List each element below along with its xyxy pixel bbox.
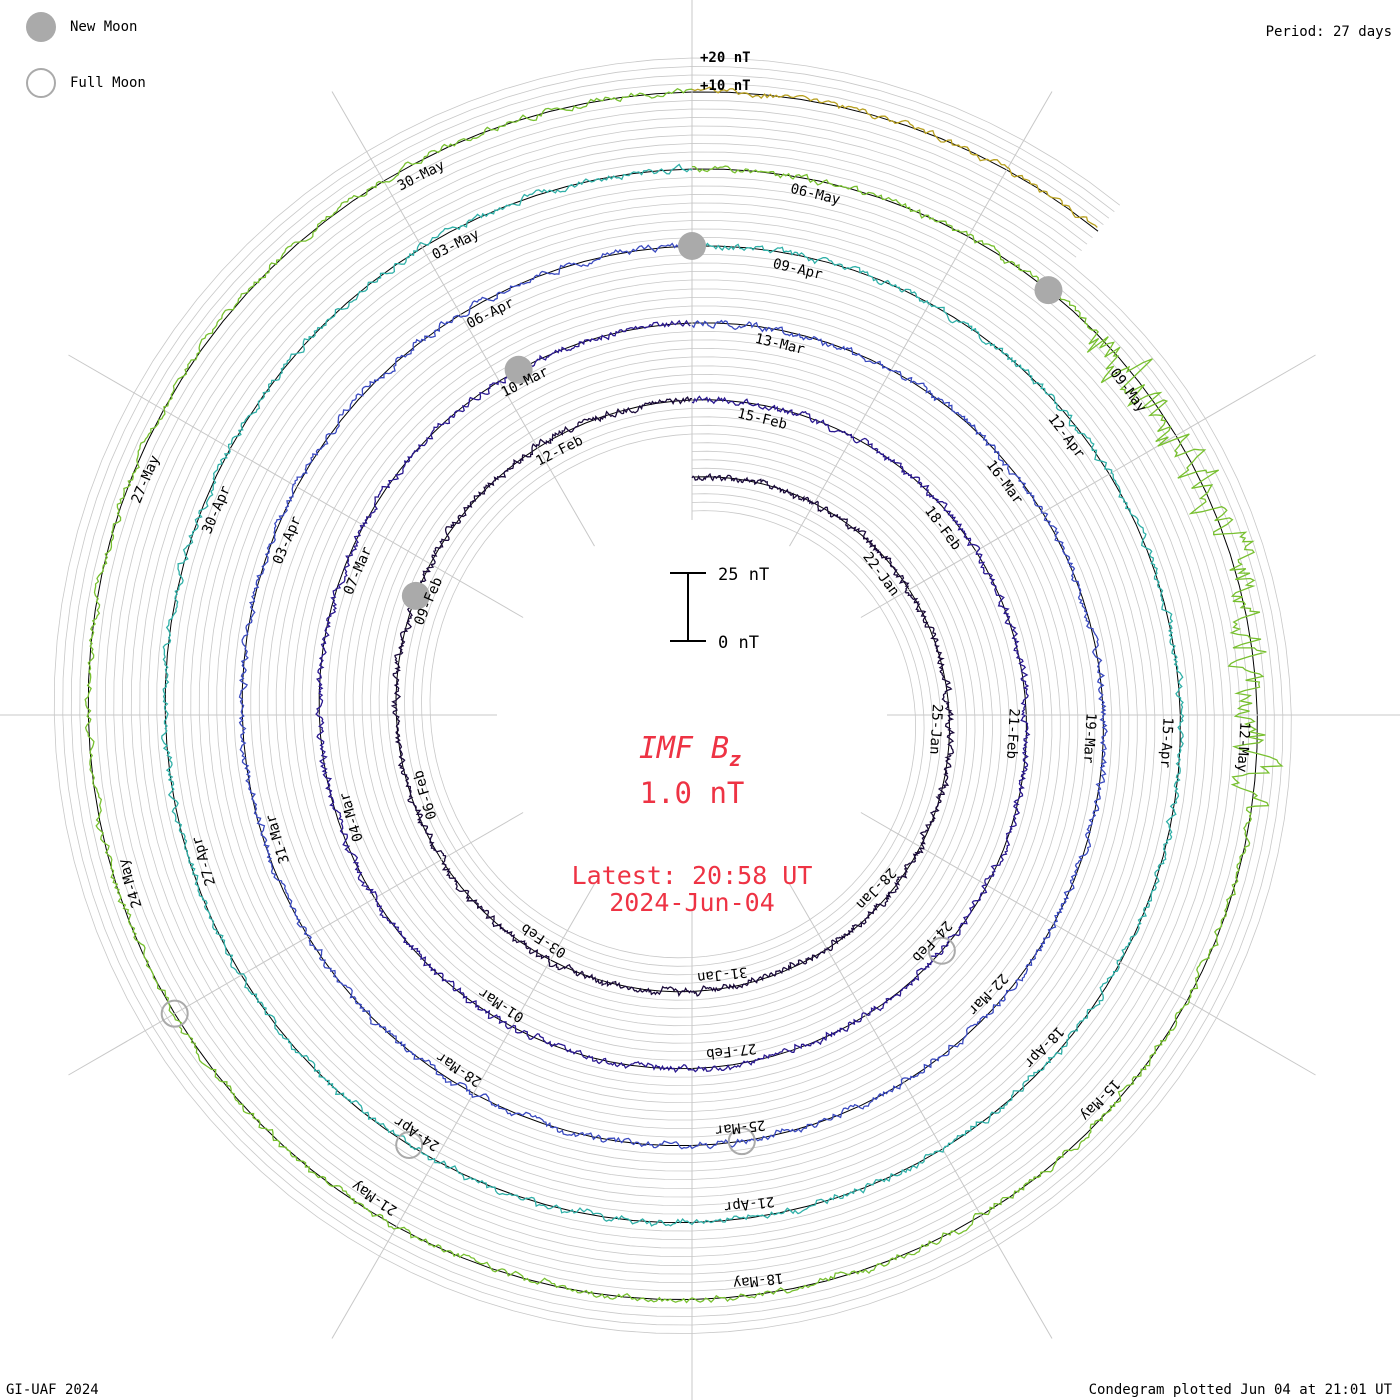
reference-labels: +20 nT +10 nT: [700, 50, 751, 94]
date-tick-label: 06-Feb: [411, 768, 441, 821]
grid-spoke: [789, 91, 1053, 547]
full-moon-marker: [727, 1127, 756, 1156]
grid-spiral: [104, 108, 1241, 1283]
grid-spiral: [96, 100, 1250, 1292]
series-rotation-5: [84, 87, 1284, 1304]
footer-credit: GI-UAF 2024: [6, 1382, 99, 1398]
date-tick-label: 18-May: [732, 1269, 784, 1291]
moon-layer: [160, 232, 1063, 1159]
new-moon-marker: [504, 355, 533, 384]
full-moon-icon: [26, 68, 56, 98]
new-moon-marker: [678, 232, 706, 260]
grid-spoke: [789, 883, 1053, 1339]
full-moon-marker: [395, 1130, 424, 1159]
scale-bar: 25 nT 0 nT: [670, 565, 769, 653]
date-tick-label: 19-Mar: [1080, 712, 1099, 763]
date-tick-label: 28-Jan: [853, 864, 899, 912]
scale-bar-top-label: 25 nT: [718, 565, 769, 585]
current-value: 1.0 nT: [640, 776, 745, 810]
legend-new-moon-label: New Moon: [70, 19, 138, 35]
full-moon-marker: [160, 999, 189, 1028]
series-rotation-3: [238, 242, 1108, 1150]
scale-bar-bottom-label: 0 nT: [718, 633, 759, 653]
new-moon-marker: [1034, 276, 1063, 305]
grid-spoke: [68, 812, 524, 1076]
legend-full-moon: Full Moon: [26, 68, 146, 98]
date-tick-label: 15-Feb: [736, 406, 789, 433]
series-rotation-4: [161, 163, 1185, 1227]
date-tick-label: 01-Mar: [476, 984, 527, 1025]
ref-label-10: +10 nT: [700, 78, 751, 94]
grid-spiral: [113, 117, 1233, 1275]
new-moon-icon: [26, 12, 56, 42]
legend-new-moon: New Moon: [26, 12, 137, 42]
grid-spoke: [331, 91, 595, 547]
full-moon-marker: [927, 936, 956, 965]
footer-plotted-time: Condegram plotted Jun 04 at 21:01 UT: [1088, 1382, 1392, 1398]
date-tick-label: 21-Apr: [723, 1193, 775, 1215]
grid-spoke: [860, 812, 1316, 1076]
grid-spiral: [121, 125, 1224, 1266]
grid-spoke: [860, 354, 1316, 618]
date-tick-label: 24-Apr: [391, 1113, 442, 1154]
date-tick-label: 27-May: [129, 453, 164, 506]
new-moon-marker: [401, 581, 430, 610]
series-rotation-2: [315, 319, 1031, 1074]
period-label: Period: 27 days: [1265, 24, 1392, 40]
grid-spoke: [68, 354, 524, 618]
date-tick-label: 27-Feb: [705, 1040, 757, 1062]
date-tick-label: 12-May: [1234, 721, 1253, 772]
grid-spoke: [331, 883, 595, 1339]
date-tick-label: 25-Jan: [926, 704, 945, 755]
date-tick-label: 15-Apr: [1157, 717, 1176, 768]
center-info: IMF Bz 1.0 nT Latest: 20:58 UT 2024-Jun-…: [572, 731, 813, 917]
zero-spiral: [87, 91, 1258, 1301]
grid-spiral: [70, 74, 1275, 1317]
parameter-title: IMF Bz: [639, 731, 741, 771]
latest-date: 2024-Jun-04: [609, 888, 775, 917]
parameter-main: IMF B: [639, 731, 729, 766]
data-layer: [84, 86, 1284, 1304]
parameter-subscript: z: [729, 747, 741, 771]
series-rotation-1: [390, 396, 956, 998]
date-tick-label: 21-Feb: [1003, 708, 1022, 759]
legend-full-moon-label: Full Moon: [70, 75, 146, 91]
grid-spiral: [53, 57, 1292, 1334]
ref-label-20: +20 nT: [700, 50, 751, 66]
date-tick-label: 21-May: [349, 1177, 400, 1218]
latest-time: Latest: 20:58 UT: [572, 861, 813, 890]
date-tick-label: 31-Jan: [696, 963, 748, 985]
series-rotation-6: [691, 86, 1098, 228]
grid-spiral: [79, 83, 1267, 1309]
date-tick-label: 27-Apr: [189, 835, 219, 888]
grid-spiral: [62, 66, 1284, 1326]
date-tick-label: 25-Mar: [714, 1116, 766, 1138]
